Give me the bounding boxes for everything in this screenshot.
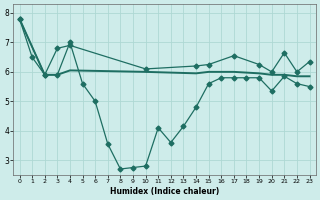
X-axis label: Humidex (Indice chaleur): Humidex (Indice chaleur) xyxy=(110,187,219,196)
